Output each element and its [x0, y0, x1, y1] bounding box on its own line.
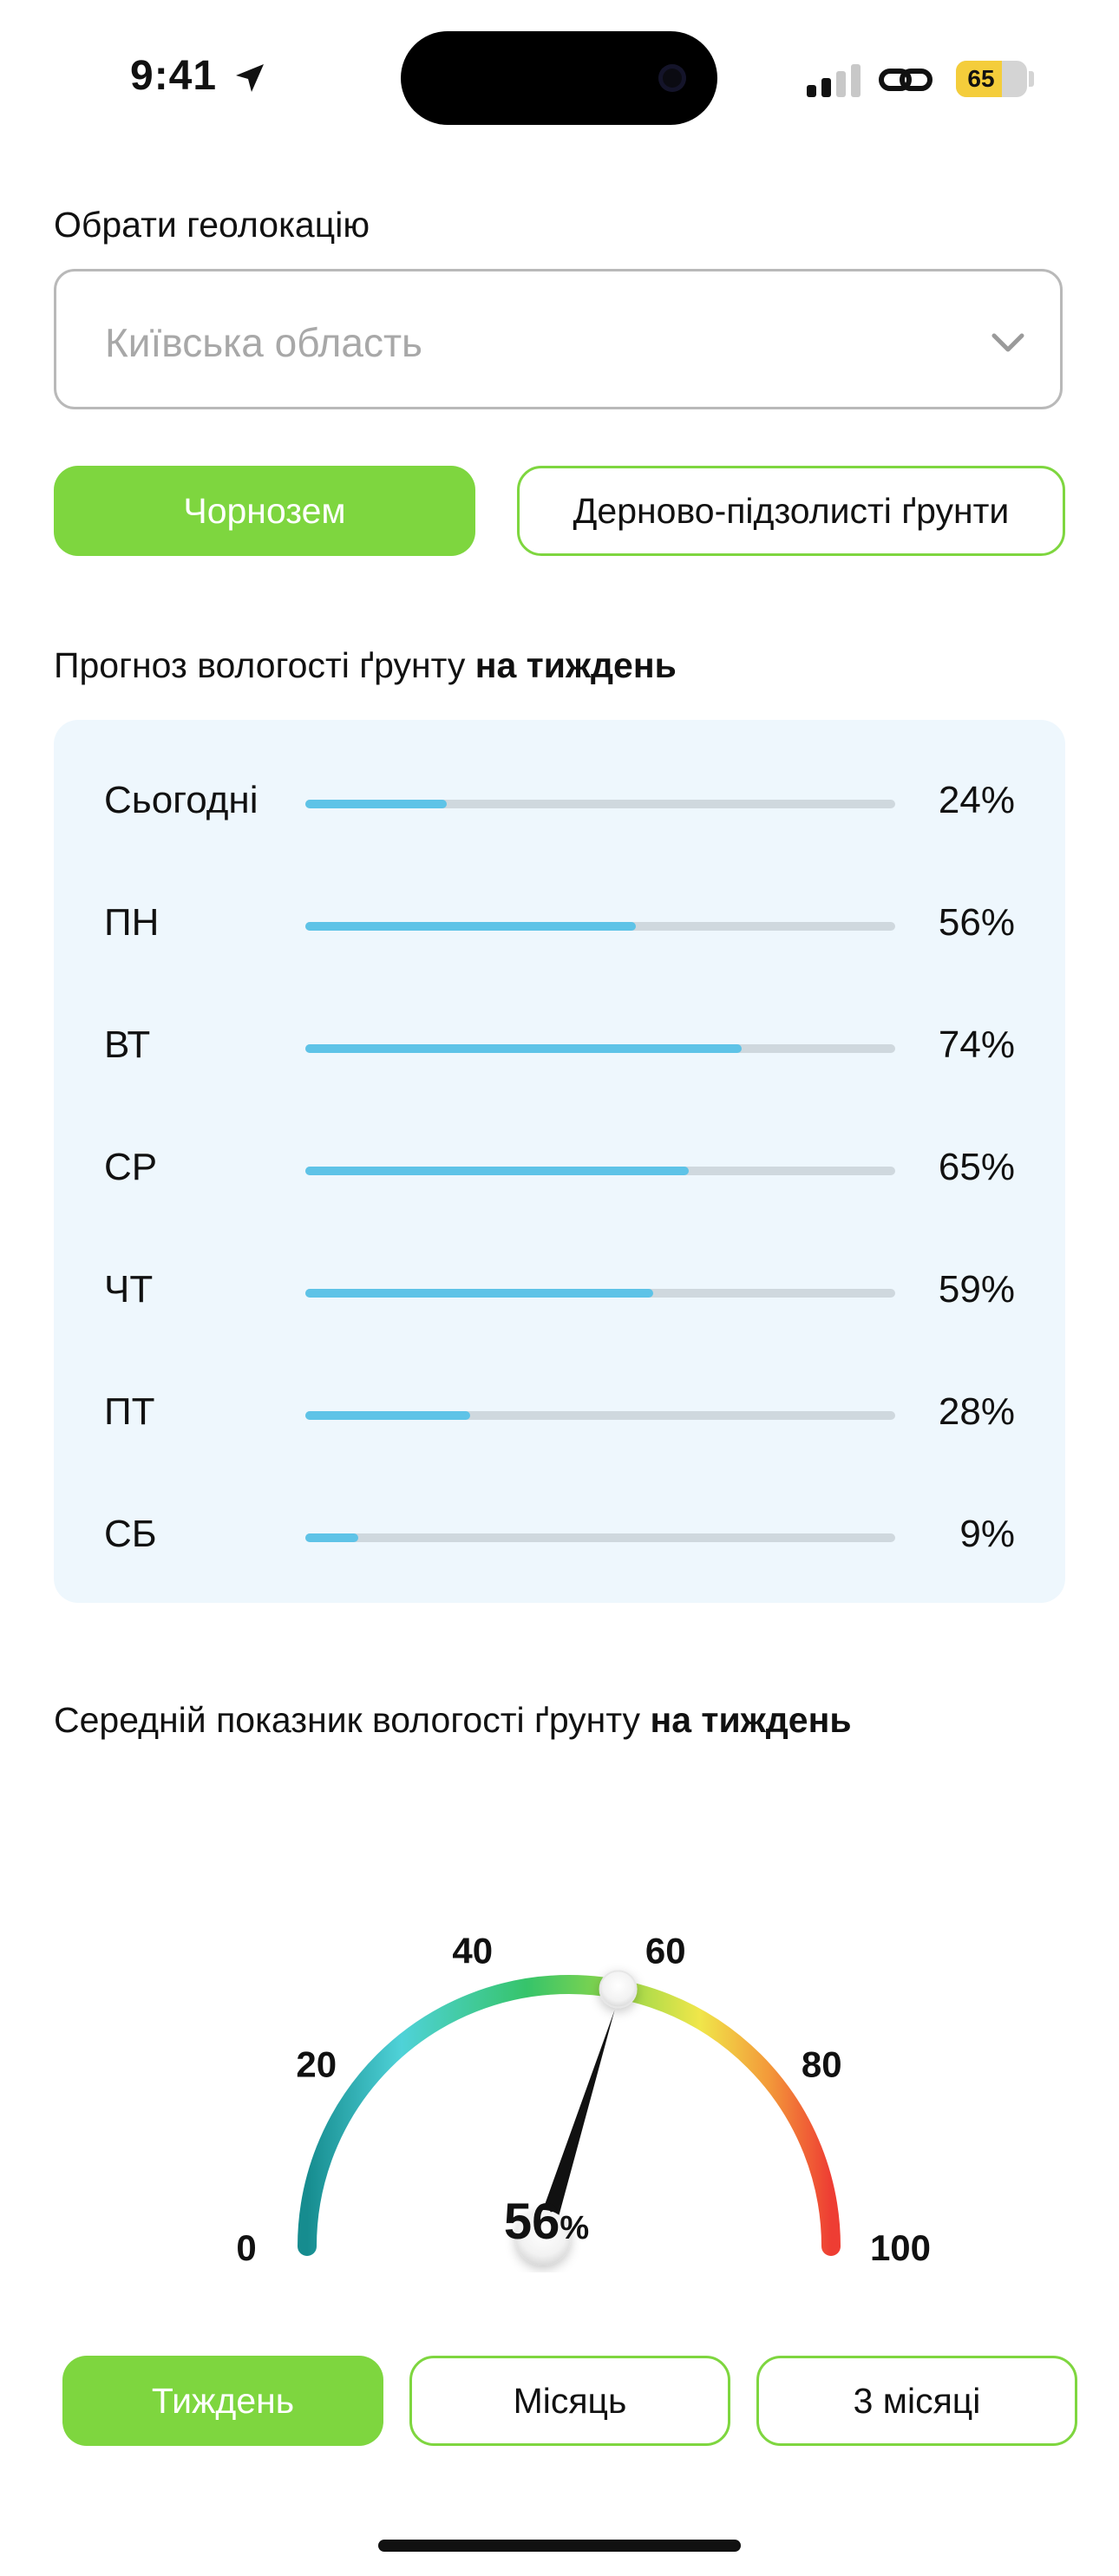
progress-track [305, 1167, 895, 1175]
gauge-arc [298, 1975, 841, 2256]
forecast-day: ПН [104, 901, 160, 944]
location-select-placeholder: Київська область [105, 320, 422, 365]
battery-icon: 65 [956, 61, 1027, 97]
progress-fill [305, 922, 636, 931]
forecast-value: 65% [938, 1146, 1015, 1188]
link-icon [879, 69, 932, 91]
gauge-scale-label: 20 [296, 2043, 337, 2084]
camera-icon [658, 64, 686, 92]
battery-level: 65 [967, 65, 995, 92]
forecast-row: ЧТ 59% [54, 1256, 1065, 1325]
progress-track [305, 1044, 895, 1053]
forecast-value: 74% [938, 1023, 1015, 1066]
progress-track [305, 800, 895, 808]
forecast-value: 56% [938, 901, 1015, 944]
dynamic-island [401, 31, 717, 125]
soil-type-sod-podzolic-button[interactable]: Дерново-підзолисті ґрунти [517, 466, 1065, 556]
progress-track [305, 1533, 895, 1542]
progress-track [305, 922, 895, 931]
gauge-value-marker [599, 1970, 638, 2009]
gauge-scale-label: 0 [236, 2227, 256, 2268]
location-arrow-icon [236, 64, 264, 92]
forecast-value: 9% [959, 1513, 1015, 1555]
forecast-day: ВТ [104, 1023, 151, 1066]
forecast-day: СБ [104, 1513, 157, 1555]
forecast-day: СР [104, 1146, 158, 1188]
moisture-gauge: 0 20 40 60 80 100 [236, 1931, 931, 2268]
location-label: Обрати геолокацію [54, 205, 370, 245]
gauge-scale-label: 100 [870, 2227, 931, 2268]
progress-track [305, 1411, 895, 1420]
status-time: 9:41 [130, 53, 218, 99]
forecast-value: 59% [938, 1268, 1015, 1311]
gauge-needle [533, 2010, 615, 2241]
soil-type-chernozem-button[interactable]: Чорнозем [54, 466, 475, 556]
forecast-row: ВТ 74% [54, 1011, 1065, 1081]
forecast-value: 28% [938, 1390, 1015, 1433]
gauge-scale-label: 80 [802, 2043, 842, 2084]
forecast-day: ЧТ [104, 1268, 154, 1311]
forecast-row: ПТ 28% [54, 1378, 1065, 1448]
location-select[interactable]: Київська область [54, 269, 1063, 409]
forecast-row: Сьогодні 24% [54, 767, 1065, 836]
period-3-months-button[interactable]: 3 місяці [756, 2356, 1077, 2446]
forecast-row: СР 65% [54, 1134, 1065, 1203]
progress-fill [305, 1289, 654, 1298]
progress-fill [305, 1167, 689, 1175]
forecast-row: ПН 56% [54, 889, 1065, 958]
progress-fill [305, 1533, 359, 1542]
gauge-scale-label: 40 [452, 1931, 493, 1971]
period-month-button[interactable]: Місяць [409, 2356, 730, 2446]
progress-fill [305, 1411, 471, 1420]
cellular-signal-icon [807, 64, 861, 97]
progress-fill [305, 1044, 743, 1053]
average-title: Середній показник вологості ґрунту на ти… [54, 1700, 852, 1740]
forecast-title: Прогноз вологості ґрунту на тиждень [54, 645, 677, 685]
forecast-value: 24% [938, 779, 1015, 821]
home-indicator [378, 2540, 741, 2552]
chevron-down-icon [991, 333, 1024, 352]
progress-fill [305, 800, 448, 808]
gauge-pivot [515, 2210, 571, 2265]
battery-tip [1029, 71, 1034, 87]
period-week-button[interactable]: Тиждень [62, 2356, 383, 2446]
forecast-card: Сьогодні 24% ПН 56% ВТ 74% СР 65% ЧТ 59%… [54, 720, 1065, 1603]
forecast-row: СБ 9% [54, 1500, 1065, 1570]
forecast-day: ПТ [104, 1390, 155, 1433]
gauge-scale-label: 60 [645, 1931, 686, 1971]
progress-track [305, 1289, 895, 1298]
gauge-value-text: 56% [503, 2194, 590, 2250]
forecast-day: Сьогодні [104, 779, 258, 821]
